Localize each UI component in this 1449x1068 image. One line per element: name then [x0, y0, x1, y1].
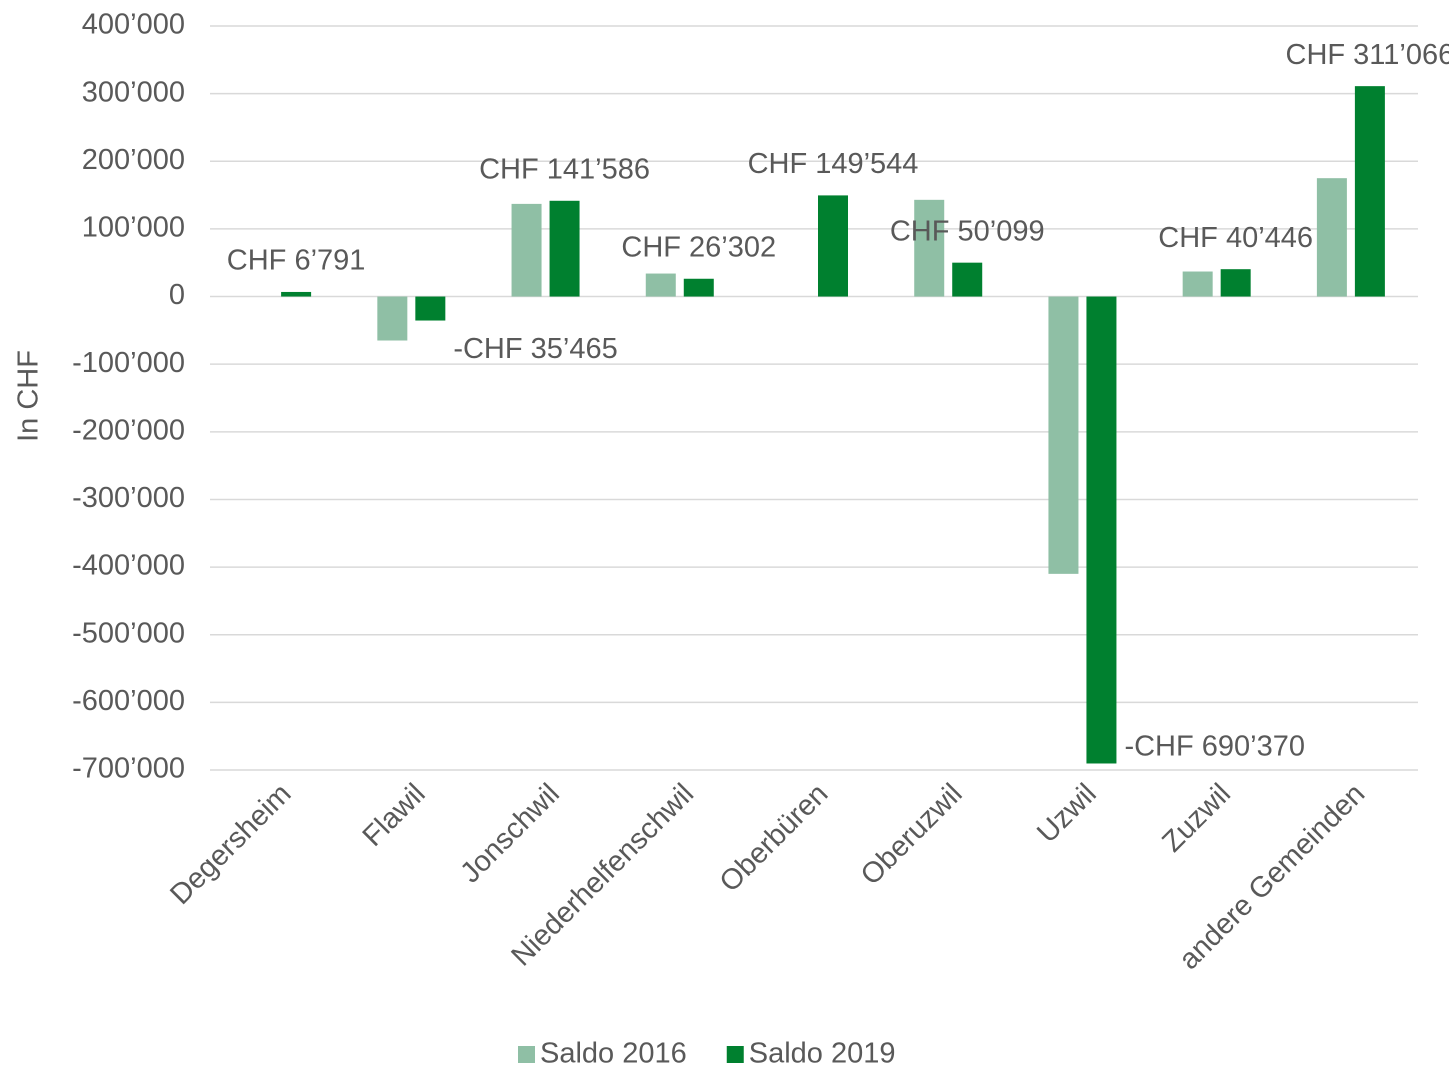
bar [645, 273, 676, 297]
data-label: CHF 6’791 [227, 245, 366, 277]
bar [818, 195, 848, 297]
x-tick-label: Oberuzwil [855, 778, 969, 892]
legend-label: Saldo 2016 [540, 1038, 687, 1068]
bar [1182, 271, 1213, 297]
data-label: CHF 50’099 [890, 215, 1045, 247]
bar [683, 278, 714, 297]
data-label: CHF 40’446 [1158, 222, 1313, 254]
legend-swatch [518, 1046, 535, 1063]
legend-swatch [726, 1046, 744, 1063]
y-tick-label: -400’000 [72, 550, 185, 582]
y-tick-label: -700’000 [72, 753, 185, 785]
data-label: CHF 149’544 [748, 148, 919, 180]
x-tick-label: Zuzwil [1156, 778, 1237, 859]
y-axis-label: In CHF [13, 350, 45, 442]
data-label: CHF 26’302 [621, 231, 776, 263]
bar [1354, 86, 1385, 297]
x-tick-label: Jonschwil [454, 778, 566, 890]
y-tick-label: 0 [169, 279, 185, 311]
y-tick-label: -500’000 [72, 617, 185, 649]
bar [549, 200, 580, 297]
bar [415, 296, 446, 321]
bar [281, 291, 312, 297]
y-tick-label: 400’000 [82, 9, 185, 41]
x-tick-label: Uzwil [1031, 778, 1103, 850]
legend-label: Saldo 2019 [749, 1038, 896, 1068]
bar [952, 262, 983, 297]
y-tick-label: -300’000 [72, 482, 185, 514]
y-tick-label: -100’000 [72, 347, 185, 379]
data-label: -CHF 35’465 [453, 333, 617, 365]
bar [511, 203, 542, 297]
bar [1316, 178, 1347, 297]
bar [914, 199, 945, 297]
x-tick-label: Flawil [357, 778, 432, 853]
x-tick-label: Degersheim [164, 778, 297, 911]
data-label: CHF 141’586 [479, 153, 650, 185]
y-tick-label: -200’000 [72, 414, 185, 446]
data-label: CHF 311’066 [1286, 39, 1449, 71]
bar [1048, 296, 1079, 574]
data-label: -CHF 690’370 [1124, 731, 1305, 763]
bar [1086, 296, 1117, 764]
y-tick-label: -600’000 [72, 685, 185, 717]
x-tick-label: Oberbüren [714, 778, 835, 899]
bar [377, 296, 408, 341]
bar [1220, 269, 1251, 297]
y-tick-label: 100’000 [82, 212, 185, 244]
y-tick-label: 200’000 [82, 144, 185, 176]
y-tick-label: 300’000 [82, 76, 185, 108]
